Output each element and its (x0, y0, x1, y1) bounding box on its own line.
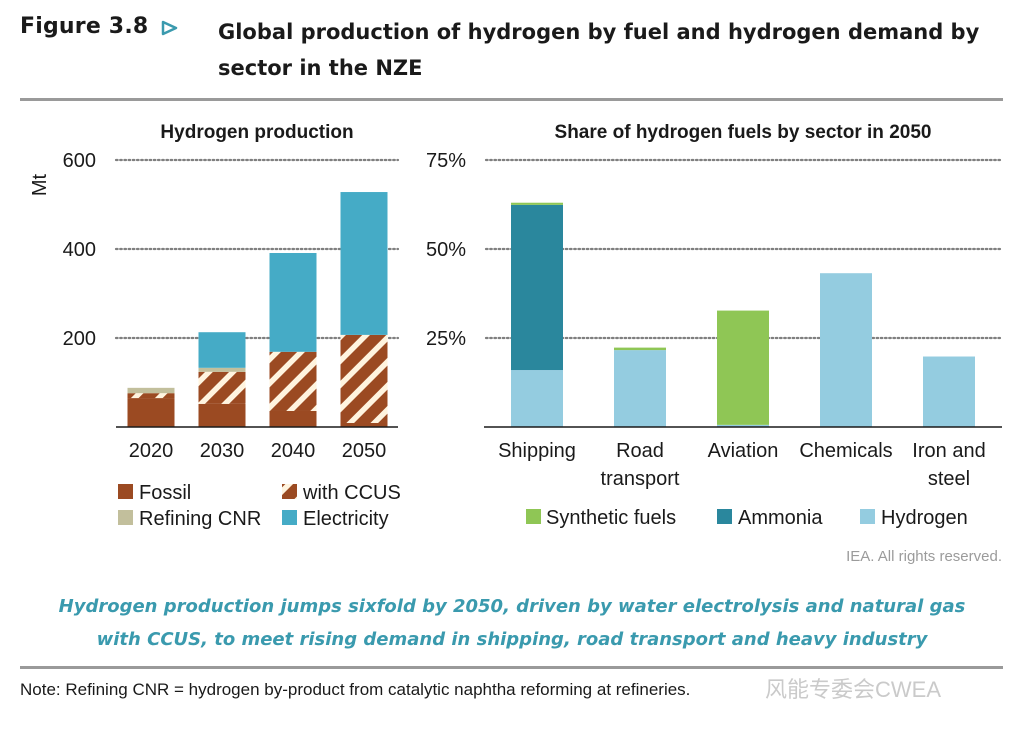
legend-label-refining-cnr: Refining CNR (139, 508, 261, 530)
legend-swatch-with-ccus (282, 484, 297, 499)
y-tick-label-200: 200 (63, 328, 96, 350)
top-divider (20, 98, 1003, 101)
bar-2050-with-ccus (340, 334, 388, 423)
bar-shipping-hydrogen (511, 370, 563, 427)
x-tick-label-aviation: Aviation (708, 440, 779, 462)
bar-2020-with-ccus (127, 393, 175, 399)
x-tick-label-2030: 2030 (200, 440, 245, 462)
bar-2030-fossil (198, 403, 246, 427)
y-tick-label-600: 600 (63, 150, 96, 172)
x-tick-label-road-transport-line-1: Road (616, 440, 664, 462)
y-tick-label-400: 400 (63, 239, 96, 261)
x-tick-label-chemicals: Chemicals (799, 440, 892, 462)
bar-2020-refining-cnr (127, 387, 175, 394)
bar-2030-with-ccus (198, 371, 246, 404)
bar-2030-refining-cnr (198, 367, 246, 372)
bar-2030-electricity (198, 332, 246, 368)
charts-canvas: Hydrogen production Mt 200 400 600 2020 203… (29, 122, 1004, 530)
triangle-right-outline-icon (161, 20, 178, 36)
bar-2020-fossil (127, 398, 175, 427)
legend-label-with-ccus: with CCUS (302, 482, 401, 504)
conclusion-line-1: Hydrogen production jumps sixfold by 205… (58, 596, 966, 617)
legend-label-hydrogen: Hydrogen (881, 507, 968, 529)
legend-swatch-hydrogen (860, 509, 875, 524)
x-tick-label-iron-and-steel-line-1: Iron and (912, 440, 985, 462)
y-tick-label-50: 50% (426, 239, 466, 261)
figure-label: Figure 3.8 (20, 14, 149, 39)
hydrogen-production-chart: Hydrogen production Mt 200 400 600 2020 203… (29, 122, 401, 530)
x-tick-label-shipping: Shipping (498, 440, 576, 462)
x-tick-label-2040: 2040 (271, 440, 316, 462)
conclusion-line-2: with CCUS, to meet rising demand in ship… (96, 629, 928, 650)
chart-title-sector-share: Share of hydrogen fuels by sector in 205… (555, 122, 932, 143)
y-tick-label-75: 75% (426, 150, 466, 172)
figure-title: Global production of hydrogen by fuel an… (218, 20, 980, 80)
legend-swatch-fossil (118, 484, 133, 499)
watermark: 风能专委会CWEA (765, 677, 942, 702)
y-tick-label-25: 25% (426, 328, 466, 350)
bar-chemicals-hydrogen (820, 273, 872, 427)
legend-label-synthetic-fuels: Synthetic fuels (546, 507, 676, 529)
legend-label-ammonia: Ammonia (738, 507, 823, 529)
bottom-divider (20, 666, 1003, 669)
bar-shipping-ammonia (511, 204, 563, 371)
copyright-notice: IEA. All rights reserved. (846, 548, 1002, 565)
legend-sector-share: Synthetic fuels Ammonia Hydrogen (526, 507, 968, 529)
x-tick-label-2050: 2050 (342, 440, 387, 462)
bar-iron-and-steel-hydrogen (923, 356, 975, 427)
y-axis-label-mt: Mt (29, 173, 51, 196)
legend-production: Fossil with CCUS Refining CNR Electricit… (118, 482, 401, 530)
x-tick-label-2020: 2020 (129, 440, 174, 462)
x-tick-label-iron-and-steel-line-2: steel (928, 468, 970, 490)
legend-swatch-ammonia (717, 509, 732, 524)
sector-share-chart: Share of hydrogen fuels by sector in 205… (426, 122, 1004, 529)
legend-swatch-synthetic-fuels (526, 509, 541, 524)
bar-aviation-synthetic-fuels (717, 310, 769, 425)
bar-2050-electricity (340, 192, 388, 335)
conclusion-text: Hydrogen production jumps sixfold by 205… (0, 590, 1024, 656)
chart-title-production: Hydrogen production (160, 122, 353, 143)
bar-2040-with-ccus (269, 351, 317, 411)
bar-aviation-hydrogen (717, 424, 769, 427)
bar-2050-fossil (340, 422, 388, 427)
bar-2040-electricity (269, 253, 317, 352)
footnote: Note: Refining CNR = hydrogen by-product… (20, 680, 691, 699)
x-tick-label-road-transport-line-2: transport (601, 468, 680, 490)
legend-swatch-refining-cnr (118, 510, 133, 525)
bar-road-transport-hydrogen (614, 350, 666, 427)
bar-shipping-synthetic-fuels (511, 202, 563, 205)
bar-road-transport-synthetic-fuels (614, 347, 666, 351)
legend-label-electricity: Electricity (303, 508, 389, 530)
bar-2040-fossil (269, 410, 317, 427)
legend-label-fossil: Fossil (139, 482, 191, 504)
legend-swatch-electricity (282, 510, 297, 525)
